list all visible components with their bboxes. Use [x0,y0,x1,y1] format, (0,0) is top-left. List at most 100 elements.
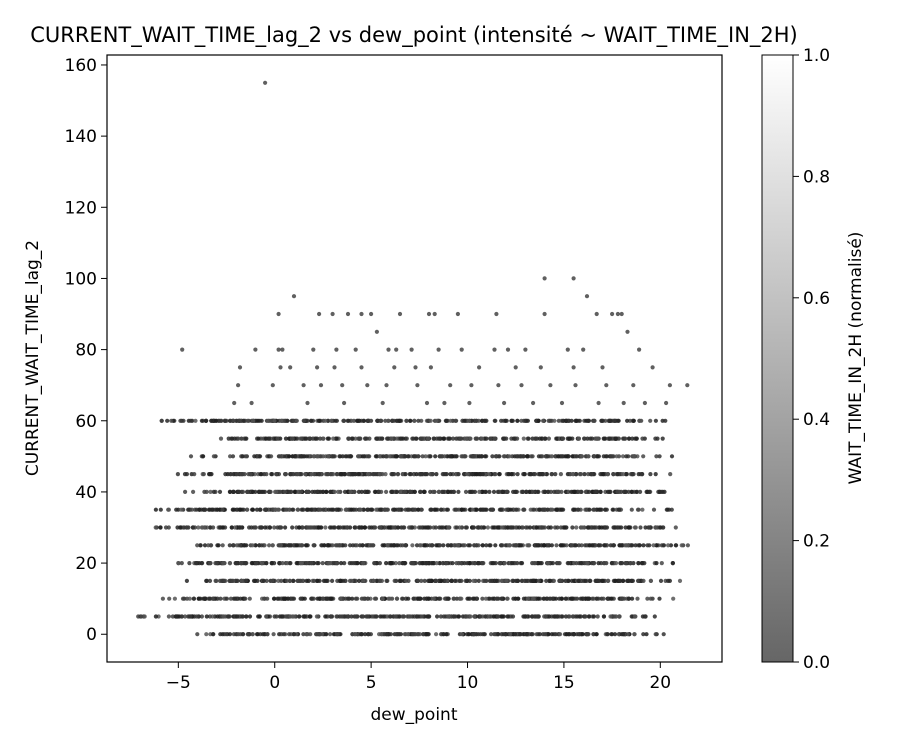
data-point [276,311,281,317]
data-point [398,436,403,441]
data-point [231,543,236,548]
data-point [380,543,385,548]
data-point [266,436,271,441]
data-point [363,632,368,637]
data-point [299,472,304,477]
data-point [668,472,673,477]
data-point [394,436,399,441]
data-point [522,507,527,512]
data-point [472,489,478,494]
data-point [493,418,498,423]
data-point [603,507,608,512]
data-point [524,632,530,637]
data-point [283,472,288,477]
data-point [281,596,286,601]
data-point [518,561,523,566]
data-point [297,614,302,619]
data-point [535,543,540,548]
data-point [203,596,208,601]
data-point [528,507,533,512]
data-point [445,596,450,601]
data-point [243,596,248,601]
data-point [304,578,309,584]
data-point [563,596,568,601]
data-point [607,489,612,494]
data-point [292,632,297,637]
data-point [549,472,554,477]
data-point [362,418,367,423]
data-point [227,543,232,548]
data-point [521,454,526,459]
data-point [585,596,591,601]
y-tick-label: 20 [75,554,97,574]
data-point [179,507,184,512]
data-point [365,596,370,601]
data-point [260,632,265,637]
data-point [635,578,641,584]
data-point [386,347,391,352]
data-point [241,418,246,423]
data-point [635,596,640,601]
data-point [580,525,585,530]
data-point [425,525,431,530]
data-point [309,561,314,566]
data-point [175,472,180,477]
data-point [403,507,408,512]
data-point [336,507,341,512]
data-point [183,489,188,494]
data-point [418,472,423,477]
data-point [488,543,493,548]
data-point [435,614,440,619]
data-point [494,578,499,584]
data-point [385,507,390,512]
data-point [384,561,389,566]
colorbar-label: WAIT_TIME_IN_2H (normalisé) [846,232,866,485]
data-point [661,543,667,548]
data-point [211,454,216,459]
data-point [328,507,334,512]
data-point [355,418,360,423]
data-point [410,525,415,530]
data-point [564,632,569,637]
data-point [472,614,477,619]
data-point [211,632,216,637]
data-point [545,507,551,512]
data-point [401,525,406,530]
data-point [413,454,418,459]
data-point [625,543,630,548]
data-point [424,632,429,637]
data-point [489,632,494,637]
data-point [174,507,179,512]
data-point [637,418,642,423]
data-point [339,614,344,619]
data-point [513,525,519,530]
data-point [615,489,620,494]
data-point [502,400,507,406]
data-point [592,561,597,566]
data-point [279,578,284,584]
data-point [588,472,593,477]
data-point [332,365,337,370]
data-point [293,454,298,459]
data-point [431,596,436,601]
data-point [370,543,375,548]
data-point [601,454,606,459]
data-point [456,472,461,477]
chart-title: CURRENT_WAIT_TIME_lag_2 vs dew_point (in… [30,23,798,48]
data-point [321,436,326,441]
data-point [223,632,229,637]
data-point [447,436,452,441]
data-point [325,578,330,584]
data-point [187,561,192,566]
data-point [616,507,622,512]
data-point [374,329,379,334]
data-point [403,472,408,477]
data-point [472,418,477,423]
data-point [158,525,163,530]
data-point [357,525,362,530]
data-point [434,561,439,566]
data-point [498,507,504,512]
data-point [215,543,220,548]
data-point [397,418,403,423]
data-point [153,507,158,512]
